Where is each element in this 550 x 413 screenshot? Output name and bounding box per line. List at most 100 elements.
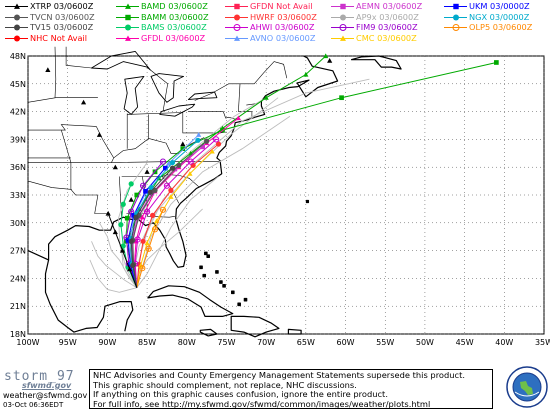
legend-label: AP9x 03/0600Z — [356, 11, 419, 22]
lon-tick-label: 75W — [217, 338, 235, 347]
circle-x-marker-icon — [444, 24, 467, 31]
avno-point — [196, 132, 202, 137]
ukm-point — [162, 165, 168, 171]
axis-labels: 100W 95W 90W 85W 80W 75W 70W 65W 60W 55W 50W 45W 40W… — [10, 52, 550, 347]
tv15-point — [130, 262, 136, 269]
disclaimer-box: NHC Advisories and County Emergency Mana… — [89, 369, 493, 409]
state-borders — [27, 46, 288, 220]
footer: storm_97 sfwmd.gov weather@sfwmd.gov 03-… — [0, 358, 550, 413]
legend-label: TV15 03/0600Z — [30, 22, 94, 32]
lon-tick-label: 80W — [178, 338, 196, 347]
legend-label: FIM9 03/0600Z — [356, 22, 418, 32]
hwrf-point — [215, 141, 222, 147]
circle-marker-icon — [225, 14, 248, 20]
legend-label: BAMS 03/0600Z — [141, 22, 207, 32]
legend-label: GFDL 03/0600Z — [141, 32, 206, 43]
xtrp-point — [119, 248, 126, 253]
bamm-point — [339, 95, 344, 101]
bams-point — [120, 243, 126, 249]
olp5-point — [139, 265, 146, 272]
circle-marker-icon — [116, 24, 139, 31]
legend-label: BAMM 03/0600Z — [141, 11, 209, 22]
legend-label: AEMN 03/0600Z — [356, 1, 423, 11]
ahwi-point — [213, 136, 220, 143]
district-seal-icon — [506, 366, 548, 408]
xtrp-point — [105, 210, 111, 216]
lon-tick-label: 85W — [138, 338, 156, 347]
contact-email: weather@sfwmd.gov — [3, 391, 88, 400]
lat-tick-label: 24N — [10, 274, 26, 283]
ensemble-track — [121, 199, 138, 288]
aemn-point — [200, 144, 205, 150]
legend-label: NHC Not Avail — [30, 32, 88, 43]
gfdl-point — [139, 214, 145, 220]
lon-tick-label: 65W — [297, 338, 315, 347]
lon-tick-label: 35W — [535, 338, 550, 347]
lon-tick-label: 70W — [257, 338, 275, 347]
bamd-point — [323, 53, 329, 59]
legend-label: BAMD 03/0600Z — [141, 1, 208, 11]
ahwi-point — [187, 158, 194, 165]
circle-marker-icon — [5, 14, 28, 20]
disclaimer-line: This graphic should complement, not repl… — [93, 379, 357, 390]
olp5-point — [145, 245, 152, 252]
square-marker-icon — [225, 3, 248, 10]
legend-label: TVCN 03/0600Z — [30, 11, 95, 22]
olp5-point — [151, 226, 159, 233]
bamm-point — [124, 215, 130, 221]
ensemble-track — [136, 176, 219, 288]
circle-marker-icon — [5, 24, 28, 31]
bamm-point — [134, 192, 140, 198]
tvcn-point — [176, 162, 182, 168]
legend-label: AHWI 03/0600Z — [250, 22, 315, 32]
lat-tick-label: 36N — [10, 163, 26, 172]
triangle-marker-icon — [5, 3, 28, 9]
ahwi-point — [143, 208, 151, 215]
square-marker-icon — [444, 3, 467, 10]
brand-subtitle: sfwmd.gov — [22, 381, 72, 390]
tvcn-point — [204, 138, 210, 144]
ngx-point — [148, 184, 154, 191]
tv15-track — [128, 165, 176, 288]
triangle-marker-icon — [116, 35, 139, 41]
legend-label: OLP5 03/0600Z — [469, 22, 533, 32]
disclaimer-line: If anything on this graphic causes confu… — [93, 389, 388, 400]
fim9-point — [159, 158, 167, 165]
map-frame — [27, 55, 545, 335]
circle-marker-icon — [444, 14, 467, 20]
disclaimer-line: NHC Advisories and County Emergency Mana… — [93, 370, 465, 380]
lat-tick-label: 45N — [10, 80, 26, 89]
ahwi-point — [163, 182, 171, 189]
disclaimer-line: For full info, see http://my.sfwmd.gov/s… — [93, 398, 431, 409]
legend-label: GFDN Not Avail — [250, 1, 313, 11]
lat-tick-label: 18N — [10, 330, 26, 339]
lat-tick-label: 39N — [10, 135, 26, 144]
bams-point — [120, 201, 126, 207]
avno-point — [165, 160, 172, 166]
triangle-marker-icon — [331, 35, 354, 41]
model-legend: XTRP 03/0600Z TVCN 03/0600Z TV15 03/0600Z N… — [0, 0, 550, 44]
xtrp-track — [105, 210, 138, 288]
lat-tick-label: 27N — [10, 247, 26, 256]
legend-label: HWRF 03/0600Z — [250, 11, 317, 22]
tv15-point — [133, 214, 139, 220]
lon-tick-label: 95W — [59, 338, 77, 347]
coastline — [27, 50, 402, 338]
cmc-point — [209, 148, 215, 154]
legend-label: UKM 03/0000Z — [469, 1, 530, 11]
tv15-point — [169, 165, 176, 171]
lat-tick-label: 33N — [10, 191, 26, 200]
ensemble-track — [89, 259, 137, 293]
ngx-point — [169, 159, 176, 166]
fim9-point — [140, 182, 147, 189]
bamm-point — [494, 60, 499, 65]
circle-marker-icon — [5, 35, 28, 41]
bamm-point — [180, 146, 186, 152]
triangle-marker-icon — [225, 35, 248, 41]
circle-x-marker-icon — [225, 24, 248, 31]
lat-tick-label: 30N — [10, 219, 26, 228]
lat-tick-label: 48N — [10, 52, 26, 61]
xtrp-extra-points — [45, 58, 333, 202]
hwrf-point — [150, 212, 156, 218]
lon-tick-label: 45W — [456, 338, 474, 347]
